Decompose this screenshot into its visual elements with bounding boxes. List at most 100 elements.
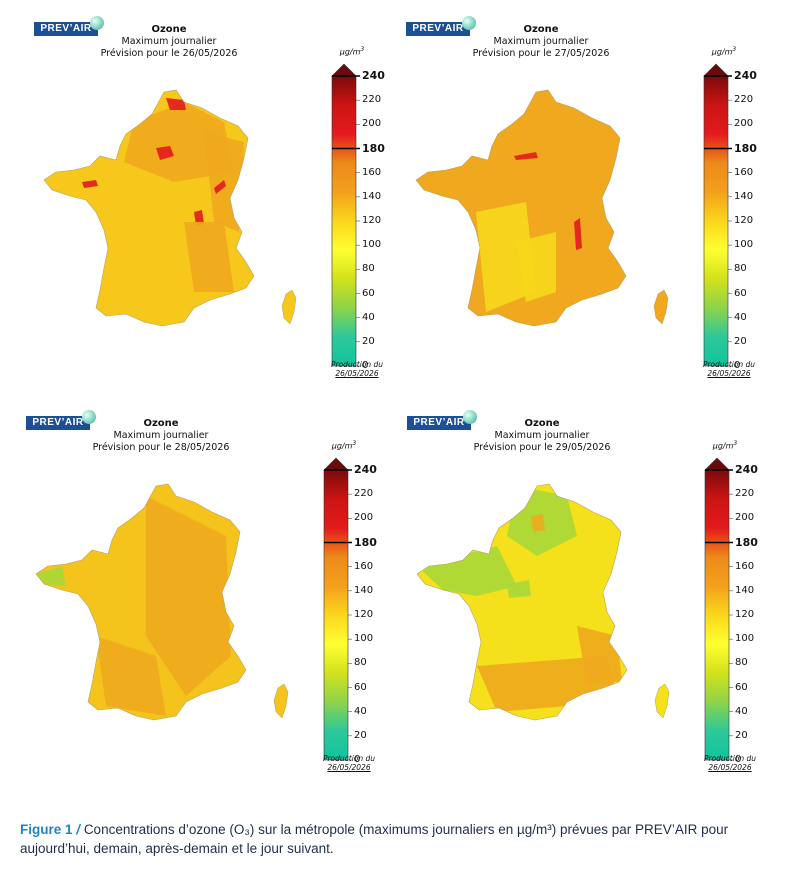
colorbar-tick-label: 240 <box>735 463 758 476</box>
ozone-region-center-spot <box>531 514 545 532</box>
colorbar-tick-label: 120 <box>735 609 755 620</box>
colorbar-tick-label: 100 <box>354 633 374 645</box>
colorbar-tick-label: 220 <box>735 488 755 500</box>
colorbar-unit: µg/m3 <box>712 440 738 451</box>
forecast-panel-4: PREV’AIR Ozone Maximum journalier Prévis… <box>407 410 787 796</box>
ozone-region-hotspot-paris <box>514 152 538 160</box>
logo-orb-icon <box>82 410 96 424</box>
colorbar-tick-label: 180 <box>734 141 757 155</box>
panel-title: Ozone <box>151 24 187 35</box>
corsica <box>653 289 669 325</box>
panel-forecast-date: Prévision pour le 29/05/2026 <box>473 442 611 453</box>
forecast-panel-2: PREV’AIR Ozone Maximum journalier Prévis… <box>406 16 786 402</box>
panel-forecast-date: Prévision pour le 27/05/2026 <box>472 48 610 59</box>
caption-separator: / <box>76 822 81 837</box>
colorbar-tick-label: 20 <box>362 335 375 347</box>
colorbar-tick-label: 60 <box>362 287 375 299</box>
colorbar-unit: µg/m3 <box>331 440 357 451</box>
colorbar-tick-label: 240 <box>734 69 757 82</box>
colorbar-tick-label: 160 <box>354 560 374 572</box>
colorbar-tick-label: 200 <box>362 118 382 130</box>
colorbar-tick-label: 180 <box>735 535 758 549</box>
colorbar-tick-label: 120 <box>362 215 382 226</box>
colorbar-tick-label: 180 <box>362 141 385 155</box>
panel-titles: Ozone Maximum journalier Prévision pour … <box>86 418 236 454</box>
panel-forecast-date: Prévision pour le 28/05/2026 <box>92 442 230 453</box>
colorbar-tick-label: 200 <box>734 118 754 130</box>
ozone-map <box>415 89 669 327</box>
production-note: Production du 26/05/2026 <box>702 360 756 378</box>
ozone-map <box>416 483 670 721</box>
colorbar-tick-label: 100 <box>362 239 382 251</box>
ozone-region-hotspot-paris <box>156 146 174 160</box>
colorbar: µg/m3 240 220 200 180 160 140 120 100 80 60 40 20 0 Pr… <box>702 46 782 378</box>
logo-orb-icon <box>462 16 476 30</box>
colorbar-gradient <box>703 75 729 367</box>
forecast-panel-1: PREV’AIR Ozone Maximum journalier Prévis… <box>34 16 414 402</box>
ozone-map <box>35 483 289 721</box>
colorbar-scale <box>323 457 352 761</box>
france-outline <box>415 89 627 327</box>
france-outline <box>35 483 247 721</box>
colorbar-tick-label: 80 <box>354 657 367 669</box>
prevair-logo: PREV’AIR <box>26 410 96 430</box>
colorbar-tick-label: 220 <box>362 94 382 106</box>
ozone-region-west-spot <box>507 580 531 598</box>
caption-figure-label: Figure 1 <box>20 822 73 837</box>
colorbar-tick-label: 200 <box>354 512 374 524</box>
figure-caption: Figure 1 / Concentrations d’ozone (O₃) s… <box>20 820 790 858</box>
production-note: Production du 26/05/2026 <box>703 754 757 772</box>
panel-titles: Ozone Maximum journalier Prévision pour … <box>94 24 244 60</box>
ozone-region-brittany-tip <box>36 566 66 586</box>
colorbar-tick-label: 200 <box>735 512 755 524</box>
colorbar-tick-label: 140 <box>734 190 754 202</box>
colorbar: µg/m3 240 220 200 180 160 140 120 100 80 60 40 20 0 Pr… <box>703 440 783 772</box>
prevair-logo: PREV’AIR <box>34 16 104 36</box>
ozone-region-massif <box>516 232 556 302</box>
colorbar-extend-arrow <box>704 457 730 471</box>
colorbar-tick-label: 20 <box>734 335 747 347</box>
panel-title: Ozone <box>523 24 559 35</box>
ozone-region-hotspot-rhone <box>574 218 582 250</box>
panel-title: Ozone <box>524 418 560 429</box>
colorbar-extend-arrow <box>331 63 357 77</box>
colorbar-tick-label: 140 <box>362 190 382 202</box>
corsica <box>654 683 670 719</box>
ozone-region-west <box>476 202 536 312</box>
colorbar-tick-label: 100 <box>735 633 755 645</box>
panel-forecast-date: Prévision pour le 26/05/2026 <box>100 48 238 59</box>
colorbar: µg/m3 240 220 200 180 160 140 120 100 80 60 40 20 0 Pr… <box>330 46 410 378</box>
colorbar-tick-label: 0 <box>734 360 741 371</box>
colorbar-tick-label: 0 <box>354 754 361 765</box>
colorbar-tick-label: 80 <box>735 657 748 669</box>
colorbar-gradient <box>331 75 357 367</box>
colorbar-tick-label: 60 <box>735 681 748 693</box>
prevair-logo: PREV’AIR <box>406 16 476 36</box>
colorbar-unit: µg/m3 <box>711 46 737 57</box>
ozone-region-north <box>124 102 234 182</box>
colorbar-tick-label: 240 <box>354 463 377 476</box>
corsica <box>273 683 289 719</box>
colorbar-tick-label: 120 <box>734 215 754 226</box>
colorbar-scale <box>331 63 360 367</box>
ozone-region-hotspot-east <box>214 180 226 194</box>
colorbar-tick-label: 180 <box>354 535 377 549</box>
forecast-panel-3: PREV’AIR Ozone Maximum journalier Prévis… <box>26 410 406 796</box>
ozone-region-hotspot-north <box>166 98 186 110</box>
colorbar-tick-label: 140 <box>354 584 374 596</box>
colorbar-unit: µg/m3 <box>339 46 365 57</box>
ozone-map <box>43 89 297 327</box>
production-note: Production du 26/05/2026 <box>322 754 376 772</box>
colorbar-tick-label: 80 <box>362 263 375 275</box>
colorbar-tick-label: 100 <box>734 239 754 251</box>
colorbar-tick-label: 40 <box>354 705 367 717</box>
colorbar-tick-label: 20 <box>735 729 748 741</box>
colorbar-tick-label: 60 <box>354 681 367 693</box>
colorbar-tick-label: 140 <box>735 584 755 596</box>
colorbar-tick-label: 40 <box>735 705 748 717</box>
panel-subtitle: Maximum journalier <box>493 36 589 47</box>
colorbar-tick-label: 0 <box>362 360 369 371</box>
panel-titles: Ozone Maximum journalier Prévision pour … <box>467 418 617 454</box>
colorbar-tick-label: 160 <box>734 166 754 178</box>
corsica <box>281 289 297 325</box>
